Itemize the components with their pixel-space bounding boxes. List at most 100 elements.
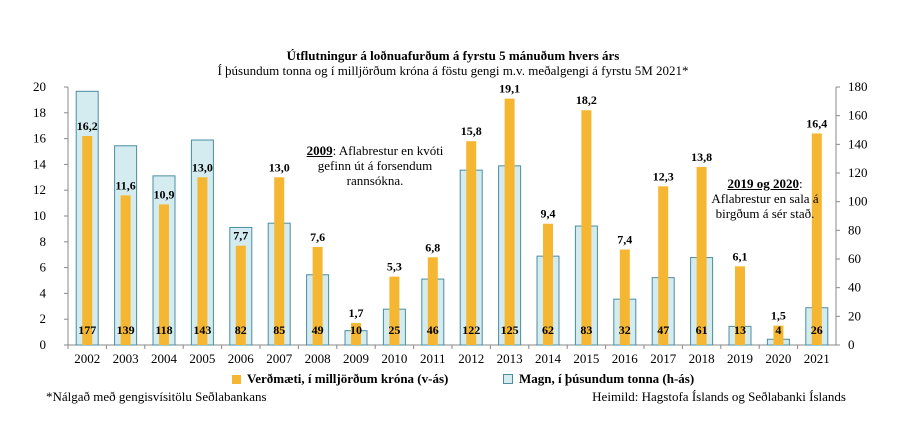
- value-data-label: 15,8: [461, 124, 482, 138]
- right-axis-tick-label: 80: [848, 222, 861, 237]
- value-bar: [658, 186, 669, 345]
- value-data-label: 5,3: [387, 260, 402, 274]
- x-axis-tick-label: 2011: [420, 351, 446, 366]
- x-axis-tick-label: 2014: [535, 351, 562, 366]
- value-bar: [581, 110, 592, 345]
- left-axis-tick-label: 18: [33, 105, 46, 120]
- left-axis-tick-label: 12: [33, 182, 46, 197]
- x-axis-tick-label: 2012: [458, 351, 484, 366]
- value-data-label: 12,3: [653, 169, 674, 183]
- volume-data-label: 10: [350, 323, 362, 337]
- x-axis-tick-label: 2005: [189, 351, 215, 366]
- right-axis-tick-label: 40: [848, 280, 861, 295]
- annotation-2009-heading: 2009: [306, 143, 333, 158]
- legend-label-volume: Magn, í þúsundum tonna (h-ás): [519, 371, 695, 386]
- x-axis-tick-label: 2007: [266, 351, 293, 366]
- volume-data-label: 49: [312, 323, 324, 337]
- value-data-label: 7,7: [233, 229, 248, 243]
- legend-label-value: Verðmæti, í milljörðum króna (v-ás): [247, 371, 449, 386]
- volume-data-label: 122: [462, 323, 480, 337]
- left-axis-tick-label: 6: [40, 260, 47, 275]
- value-bar: [735, 266, 745, 345]
- right-axis-tick-label: 60: [848, 251, 861, 266]
- value-bar: [120, 195, 131, 345]
- volume-data-label: 61: [696, 323, 708, 337]
- volume-data-label: 4: [775, 323, 781, 337]
- value-data-label: 1,7: [349, 306, 364, 320]
- x-axis-tick-label: 2009: [343, 351, 369, 366]
- right-axis-tick-label: 100: [848, 194, 868, 209]
- value-bar: [389, 276, 400, 345]
- left-axis-tick-label: 8: [40, 234, 47, 249]
- volume-data-label: 26: [811, 323, 823, 337]
- x-axis-tick-label: 2004: [151, 351, 178, 366]
- volume-data-label: 83: [580, 323, 592, 337]
- value-bar: [312, 246, 323, 345]
- value-data-label: 13,0: [192, 160, 213, 174]
- left-axis-tick-label: 14: [33, 156, 47, 171]
- chart-title: Útflutningur á loðnuafurðum á fyrstu 5 m…: [286, 48, 620, 63]
- annotation-2019-2020-text: : Aflabrestur en sala á birgðum á sér st…: [711, 176, 819, 221]
- left-axis-tick-label: 16: [33, 131, 47, 146]
- volume-data-label: 46: [427, 323, 439, 337]
- annotation-2019-2020-heading: 2019 og 2020: [727, 176, 799, 191]
- annotation-2009: 2009: Aflabrestur en kvóti gefinn út á f…: [296, 143, 454, 188]
- legend-item-value: Verðmæti, í milljörðum króna (v-ás): [232, 371, 448, 387]
- x-axis-tick-label: 2013: [497, 351, 523, 366]
- value-bar: [159, 204, 169, 345]
- value-data-label: 1,5: [771, 309, 786, 323]
- source-note: Heimild: Hagstofa Íslands og Seðlabanki …: [592, 389, 846, 404]
- value-data-label: 6,8: [425, 240, 440, 254]
- legend-swatch-value: [232, 374, 241, 384]
- x-axis-tick-label: 2017: [650, 351, 677, 366]
- value-data-label: 13,8: [691, 150, 712, 164]
- value-bar: [351, 323, 361, 345]
- right-axis-tick-label: 0: [848, 337, 855, 352]
- value-bar: [619, 249, 630, 345]
- value-bar: [466, 141, 477, 345]
- x-axis-tick-label: 2008: [305, 351, 331, 366]
- value-data-label: 9,4: [541, 207, 556, 221]
- volume-data-label: 25: [388, 323, 400, 337]
- value-data-label: 18,2: [576, 93, 597, 107]
- value-bar: [696, 166, 707, 345]
- volume-data-label: 82: [235, 323, 247, 337]
- value-bar: [773, 325, 784, 345]
- right-axis-tick-label: 20: [848, 308, 861, 323]
- left-axis-tick-label: 20: [33, 79, 46, 94]
- value-data-label: 10,9: [154, 187, 175, 201]
- volume-data-label: 125: [501, 323, 519, 337]
- x-axis-tick-label: 2016: [612, 351, 639, 366]
- volume-data-label: 139: [117, 323, 135, 337]
- value-bar: [235, 245, 246, 345]
- value-data-label: 13,0: [269, 160, 290, 174]
- volume-data-label: 47: [657, 323, 669, 337]
- x-axis-tick-label: 2018: [689, 351, 715, 366]
- value-bar: [543, 223, 553, 345]
- value-data-label: 6,1: [733, 249, 748, 263]
- volume-data-label: 62: [542, 323, 554, 337]
- x-axis-tick-label: 2002: [74, 351, 100, 366]
- value-data-label: 7,6: [310, 230, 325, 244]
- value-data-label: 7,4: [617, 233, 632, 247]
- value-bar: [811, 133, 822, 345]
- right-axis-tick-label: 180: [848, 79, 868, 94]
- legend-swatch-volume: [503, 374, 513, 384]
- value-data-label: 16,2: [77, 119, 98, 133]
- x-axis-tick-label: 2020: [765, 351, 791, 366]
- left-axis-tick-label: 4: [40, 285, 47, 300]
- value-data-label: 19,1: [499, 82, 520, 96]
- right-axis-tick-label: 140: [848, 136, 868, 151]
- footnote: *Nálgað með gengisvísitölu Seðlabankans: [46, 389, 267, 404]
- x-axis-tick-label: 2003: [113, 351, 139, 366]
- x-axis-tick-label: 2019: [727, 351, 753, 366]
- value-bar: [82, 136, 93, 345]
- annotation-2009-text: : Aflabrestur en kvóti gefinn út á forse…: [317, 143, 444, 188]
- x-axis-tick-label: 2010: [381, 351, 407, 366]
- volume-data-label: 13: [734, 323, 746, 337]
- left-axis-tick-label: 2: [40, 311, 47, 326]
- value-bar: [197, 177, 208, 345]
- x-axis-tick-label: 2006: [228, 351, 255, 366]
- left-axis-tick-label: 0: [40, 337, 47, 352]
